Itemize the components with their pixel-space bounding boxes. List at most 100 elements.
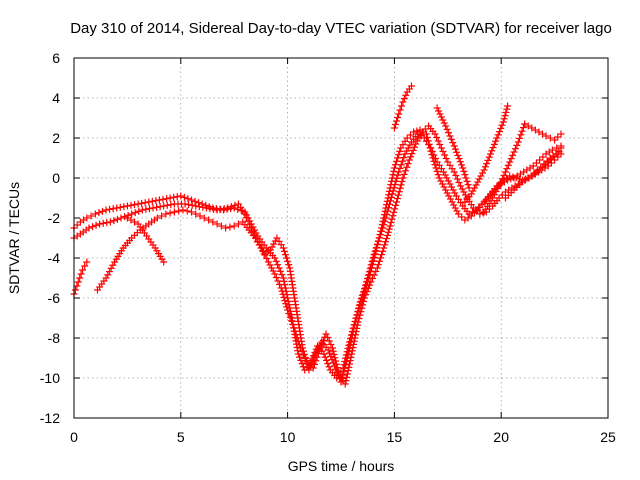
data-point [328,344,336,352]
data-point [349,344,357,352]
data-point [406,131,414,139]
data-point [455,179,463,186]
data-point [74,278,82,286]
data-point [358,304,366,312]
data-point [113,215,121,223]
data-point [205,216,213,224]
data-point [396,164,404,172]
data-point [393,117,401,125]
data-point [430,151,438,159]
data-point [386,222,394,230]
data-point [109,205,117,213]
data-point [142,205,150,213]
data-point [519,124,527,132]
data-point [163,201,171,209]
data-point [89,223,97,231]
data-point [517,131,525,139]
data-point [444,177,452,185]
data-point [400,95,408,103]
y-tick-label: 4 [52,90,60,106]
data-point [440,168,448,176]
data-point [518,127,526,135]
data-point [498,121,506,129]
data-point [449,186,457,194]
data-point [352,331,360,339]
data-point [370,271,378,279]
data-point [453,148,461,156]
data-point [542,132,550,140]
data-point [521,120,529,128]
data-point [443,189,451,197]
data-point [377,254,385,262]
data-point [393,195,401,203]
data-point [138,206,146,214]
y-tick-label: -2 [48,210,61,226]
data-point [453,175,461,183]
data-point [369,275,377,282]
data-point [134,200,142,208]
data-point [435,107,443,115]
data-point [314,350,322,358]
data-point [354,318,362,326]
data-point [395,110,403,118]
data-point [271,270,279,278]
data-point [514,138,522,146]
data-point [166,209,174,217]
data-point [459,164,467,172]
data-point [477,172,485,180]
data-point [370,251,378,259]
data-point [489,194,497,202]
data-point [502,108,510,116]
data-point [439,116,447,124]
data-point [333,364,341,371]
data-point [368,257,376,265]
data-point [504,161,512,169]
data-point [446,132,454,140]
data-point [276,281,284,288]
data-point [381,241,389,249]
data-point [227,203,235,211]
data-point [271,254,279,262]
data-point [163,195,171,203]
data-point [481,163,489,171]
data-point [116,203,124,211]
data-point [383,211,391,219]
data-point [413,137,421,145]
data-point [128,210,136,218]
data-point [384,228,392,236]
data-point [557,130,565,138]
data-point [324,334,332,341]
data-point [106,218,114,226]
data-point [242,214,250,221]
data-point [343,373,351,381]
data-point [385,225,393,233]
data-point [440,119,448,127]
data-point [498,191,506,199]
data-point [436,110,444,118]
data-point [504,176,512,184]
data-point [187,196,195,204]
data-point [384,207,392,215]
data-point [272,257,280,265]
data-point [536,156,544,164]
data-point [355,315,363,323]
data-point [270,240,278,248]
chart-title: Day 310 of 2014, Sidereal Day-to-day VTE… [70,20,612,37]
data-point [352,328,360,336]
data-point [365,268,373,276]
data-point [415,134,423,142]
data-point [501,168,509,176]
data-point [226,223,234,231]
data-point [374,237,382,245]
data-point [87,212,95,220]
data-point [366,281,374,289]
data-point [500,171,508,179]
data-point [434,171,442,179]
data-point [283,303,291,311]
data-point [287,317,295,325]
data-point [268,264,276,272]
data-point [217,222,225,230]
data-point [501,112,509,120]
data-point [490,140,498,148]
data-point [110,217,118,225]
